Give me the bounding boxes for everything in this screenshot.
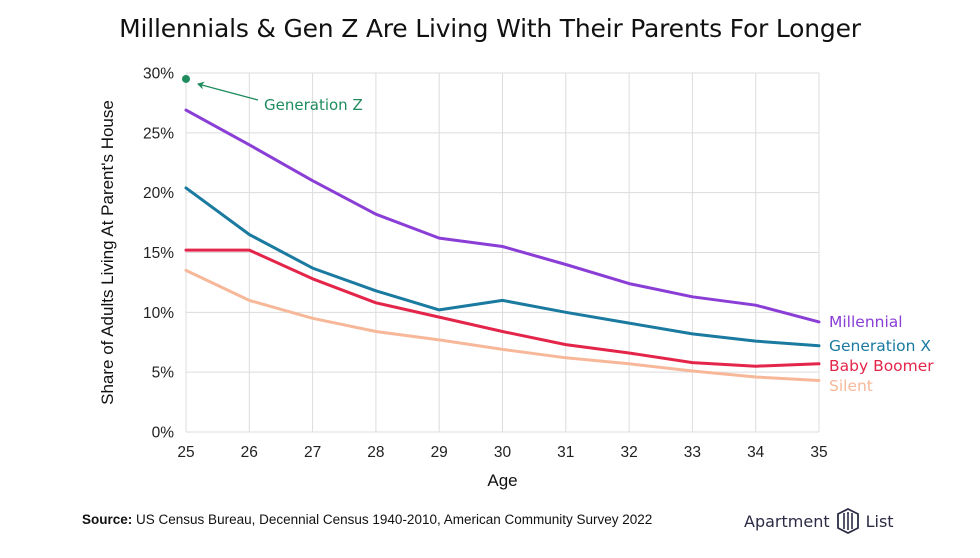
y-tick-label: 0% — [152, 425, 175, 442]
apartment-list-logo-icon — [836, 508, 860, 534]
series-lines — [184, 108, 821, 382]
y-tick-label: 30% — [143, 66, 174, 83]
x-tick-label: 35 — [810, 444, 827, 461]
x-tick-label: 27 — [304, 444, 321, 461]
series-line-generation-x — [184, 186, 821, 348]
x-tick-label: 26 — [241, 444, 258, 461]
annotation-label-generation-z: Generation Z — [264, 96, 363, 114]
brand-logo: Apartment List — [744, 508, 894, 534]
x-tick-label: 25 — [177, 444, 194, 461]
series-label-baby-boomer: Baby Boomer — [829, 357, 934, 375]
x-tick-label: 32 — [620, 444, 637, 461]
y-tick-label: 15% — [143, 245, 174, 262]
chart-title: Millennials & Gen Z Are Living With Thei… — [119, 14, 861, 43]
source-label: Source: — [82, 512, 133, 527]
series-labels: Millennial Generation X Baby Boomer Silent — [829, 313, 934, 395]
brand-word-2: List — [865, 511, 894, 531]
x-tick-label: 34 — [747, 444, 765, 461]
y-tick-label: 25% — [143, 125, 174, 142]
source-text: US Census Bureau, Decennial Census 1940-… — [136, 512, 653, 527]
source-footnote: Source: US Census Bureau, Decennial Cens… — [82, 512, 652, 527]
axes: 0% 5% 10% 15% 20% 25% 30% 25 26 27 28 29 30 31 32 33 34 3… — [98, 66, 828, 491]
x-tick-label: 28 — [367, 444, 384, 461]
x-tick-label: 33 — [684, 444, 701, 461]
x-axis-title: Age — [487, 471, 517, 490]
series-line-baby-boomer — [184, 248, 821, 368]
y-tick-label: 5% — [152, 365, 175, 382]
x-tick-label: 29 — [431, 444, 448, 461]
x-tick-label: 31 — [557, 444, 574, 461]
annotation-arrow — [197, 81, 259, 101]
y-tick-label: 20% — [143, 185, 174, 202]
series-line-millennial — [184, 108, 821, 324]
series-line-silent — [184, 268, 821, 382]
y-tick-label: 10% — [143, 305, 174, 322]
annotations: Generation Z — [182, 74, 363, 114]
series-label-millennial: Millennial — [829, 313, 903, 331]
point-generation-z — [182, 74, 190, 83]
series-label-silent: Silent — [829, 377, 873, 395]
series-label-generation-x: Generation X — [829, 337, 931, 355]
y-axis-title: Share of Adults Living At Parent's House — [98, 100, 117, 405]
x-tick-label: 30 — [494, 444, 512, 461]
brand-word-1: Apartment — [744, 511, 830, 531]
